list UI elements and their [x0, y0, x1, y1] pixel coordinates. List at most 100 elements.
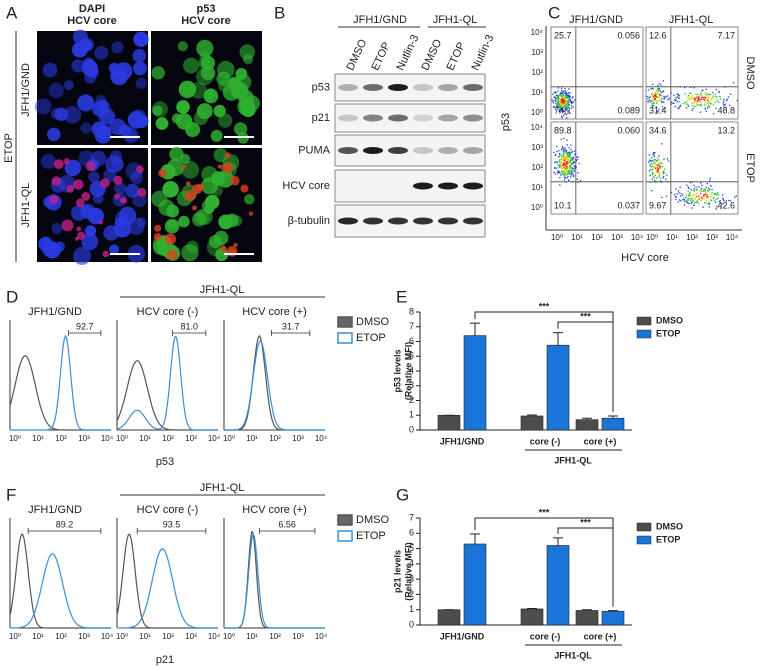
- event: [702, 191, 703, 192]
- event: [661, 166, 662, 167]
- event: [564, 152, 565, 153]
- error-bar: [470, 534, 480, 544]
- event: [682, 194, 683, 195]
- event: [646, 96, 647, 97]
- event: [707, 190, 708, 191]
- core-stain: [114, 193, 120, 199]
- event: [711, 192, 712, 193]
- event: [567, 159, 568, 160]
- event: [647, 101, 648, 102]
- bar: [547, 546, 569, 625]
- core-stain: [136, 165, 144, 173]
- nucleus: [172, 113, 182, 123]
- event: [698, 203, 699, 204]
- event: [558, 101, 559, 102]
- event: [713, 96, 714, 97]
- nucleus: [204, 204, 214, 214]
- event: [561, 168, 562, 169]
- event: [675, 106, 676, 107]
- stain-label: p53: [197, 3, 216, 15]
- event: [648, 97, 649, 98]
- event: [699, 198, 700, 199]
- event: [565, 91, 566, 92]
- legend-swatch: [637, 330, 651, 338]
- nucleus: [151, 66, 164, 79]
- event: [652, 84, 653, 85]
- event: [707, 95, 708, 96]
- event: [571, 167, 572, 168]
- error-bar: [553, 538, 563, 546]
- core-stain: [120, 197, 126, 203]
- event: [709, 206, 710, 207]
- group-label: JFH1-QL: [554, 455, 592, 465]
- x-tick-label: 10²: [591, 233, 603, 242]
- event: [660, 162, 661, 163]
- event: [555, 98, 556, 99]
- nucleus: [204, 89, 215, 100]
- core-stain: [52, 176, 61, 185]
- event: [651, 163, 652, 164]
- histogram: [224, 341, 325, 430]
- event: [705, 106, 706, 107]
- event: [563, 158, 564, 159]
- event: [657, 92, 658, 93]
- legend-label: ETOP: [356, 332, 386, 344]
- legend-swatch: [338, 317, 352, 327]
- event: [569, 170, 570, 171]
- event: [570, 161, 571, 162]
- nucleus: [110, 68, 128, 86]
- histogram: [10, 534, 111, 628]
- event: [678, 94, 679, 95]
- event: [700, 98, 701, 99]
- event: [655, 91, 656, 92]
- event: [706, 101, 707, 102]
- x-tick-label: JFH1/GND: [440, 436, 485, 446]
- event: [687, 200, 688, 201]
- event: [657, 85, 658, 86]
- event: [563, 151, 564, 152]
- event: [564, 179, 565, 180]
- event: [701, 97, 702, 98]
- x-tick-label: 10²: [686, 233, 698, 242]
- event: [697, 193, 698, 194]
- event: [693, 185, 694, 186]
- event: [553, 102, 554, 103]
- event: [655, 168, 656, 169]
- event: [570, 154, 571, 155]
- event: [705, 190, 706, 191]
- event: [555, 103, 556, 104]
- event: [558, 87, 559, 88]
- event: [690, 200, 691, 201]
- nucleus: [169, 147, 183, 161]
- event: [696, 97, 697, 98]
- event: [563, 164, 564, 165]
- x-tick-label: 10⁰: [9, 434, 21, 443]
- event: [711, 189, 712, 190]
- event: [708, 102, 709, 103]
- event: [702, 97, 703, 98]
- nucleus: [133, 32, 148, 47]
- event: [559, 184, 560, 185]
- event: [566, 152, 567, 153]
- event: [696, 105, 697, 106]
- event: [650, 101, 651, 102]
- event: [705, 93, 706, 94]
- gate-value: 93.5: [163, 519, 181, 529]
- event: [700, 191, 701, 192]
- event: [737, 100, 738, 101]
- legend-swatch: [637, 317, 651, 325]
- event: [554, 96, 555, 97]
- event: [723, 100, 724, 101]
- micrograph: [35, 30, 149, 145]
- event: [554, 92, 555, 93]
- event: [680, 200, 681, 201]
- event: [669, 98, 670, 99]
- gate-value: 89.2: [56, 519, 74, 529]
- band: [388, 147, 408, 154]
- nucleus: [166, 205, 179, 218]
- x-tick-label: 10⁴: [101, 632, 114, 641]
- event: [661, 197, 662, 198]
- bar: [521, 416, 543, 430]
- event: [563, 90, 564, 91]
- event: [694, 202, 695, 203]
